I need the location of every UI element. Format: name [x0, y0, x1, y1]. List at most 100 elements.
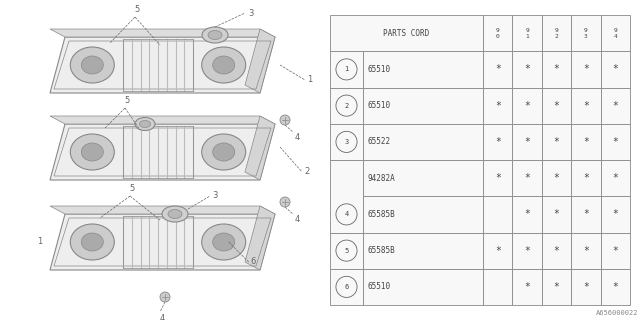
- Ellipse shape: [135, 117, 155, 131]
- Bar: [330, 160, 363, 233]
- Text: *: *: [583, 282, 589, 292]
- Ellipse shape: [168, 210, 182, 219]
- Bar: [572, 196, 600, 233]
- Text: *: *: [583, 137, 589, 147]
- Ellipse shape: [208, 30, 222, 39]
- Polygon shape: [245, 29, 275, 93]
- Text: 3: 3: [344, 139, 349, 145]
- Bar: [330, 269, 363, 305]
- Text: *: *: [583, 246, 589, 256]
- Text: *: *: [524, 282, 530, 292]
- Text: 5: 5: [344, 248, 349, 254]
- Text: 65522: 65522: [367, 137, 390, 146]
- Bar: [542, 51, 571, 87]
- Bar: [542, 160, 571, 196]
- Ellipse shape: [202, 224, 246, 260]
- Text: 65510: 65510: [367, 65, 390, 74]
- Text: *: *: [524, 246, 530, 256]
- Bar: [513, 51, 542, 87]
- Ellipse shape: [212, 233, 235, 251]
- Ellipse shape: [202, 27, 228, 43]
- Bar: [513, 15, 542, 51]
- Text: 4: 4: [295, 215, 300, 224]
- Text: *: *: [612, 137, 618, 147]
- Polygon shape: [50, 124, 275, 180]
- Circle shape: [280, 115, 290, 125]
- Ellipse shape: [70, 224, 115, 260]
- Text: *: *: [612, 282, 618, 292]
- Polygon shape: [50, 116, 275, 124]
- Polygon shape: [245, 206, 275, 270]
- Ellipse shape: [81, 56, 103, 74]
- Text: 65585B: 65585B: [367, 246, 395, 255]
- Ellipse shape: [81, 143, 103, 161]
- Text: 65510: 65510: [367, 282, 390, 292]
- Bar: [483, 196, 513, 233]
- Text: *: *: [524, 64, 530, 74]
- Text: 9
0: 9 0: [496, 28, 500, 38]
- Text: *: *: [612, 64, 618, 74]
- Bar: [513, 160, 542, 196]
- Text: *: *: [554, 173, 559, 183]
- Bar: [600, 233, 630, 269]
- Bar: [330, 87, 363, 124]
- Bar: [330, 124, 363, 160]
- Bar: [483, 124, 513, 160]
- Text: 6: 6: [344, 284, 349, 290]
- Text: 9
4: 9 4: [613, 28, 617, 38]
- Ellipse shape: [70, 134, 115, 170]
- Text: *: *: [583, 173, 589, 183]
- Polygon shape: [50, 206, 275, 214]
- Bar: [513, 233, 542, 269]
- Bar: [542, 196, 571, 233]
- Text: *: *: [612, 173, 618, 183]
- Text: *: *: [495, 100, 500, 111]
- Bar: [363, 233, 483, 269]
- Bar: [572, 87, 600, 124]
- Bar: [330, 233, 363, 269]
- Text: 1: 1: [36, 237, 42, 246]
- Bar: [600, 160, 630, 196]
- Text: 65510: 65510: [367, 101, 390, 110]
- Bar: [600, 269, 630, 305]
- Bar: [600, 15, 630, 51]
- Bar: [572, 269, 600, 305]
- Polygon shape: [50, 29, 275, 37]
- Text: 94282A: 94282A: [367, 174, 395, 183]
- Bar: [483, 160, 513, 196]
- Bar: [542, 124, 571, 160]
- Bar: [572, 15, 600, 51]
- Text: 9
3: 9 3: [584, 28, 588, 38]
- Bar: [123, 126, 193, 178]
- Bar: [363, 269, 483, 305]
- Text: 4: 4: [159, 314, 164, 320]
- Text: *: *: [583, 100, 589, 111]
- Text: 4: 4: [344, 212, 349, 217]
- Ellipse shape: [202, 47, 246, 83]
- Text: *: *: [554, 100, 559, 111]
- Text: 1: 1: [344, 66, 349, 72]
- Bar: [600, 124, 630, 160]
- Text: 3: 3: [248, 9, 253, 18]
- Bar: [572, 124, 600, 160]
- Text: 6: 6: [251, 258, 256, 267]
- Bar: [330, 51, 363, 87]
- Bar: [600, 196, 630, 233]
- Ellipse shape: [162, 206, 188, 222]
- Text: *: *: [554, 246, 559, 256]
- Bar: [600, 51, 630, 87]
- Polygon shape: [50, 37, 275, 93]
- Text: *: *: [495, 64, 500, 74]
- Bar: [542, 269, 571, 305]
- Ellipse shape: [70, 47, 115, 83]
- Text: *: *: [612, 209, 618, 220]
- Text: 9
2: 9 2: [555, 28, 558, 38]
- Text: *: *: [612, 100, 618, 111]
- Bar: [600, 87, 630, 124]
- Ellipse shape: [202, 134, 246, 170]
- Bar: [483, 15, 513, 51]
- Bar: [513, 196, 542, 233]
- Text: 2: 2: [304, 167, 309, 177]
- Text: *: *: [554, 137, 559, 147]
- Text: 5: 5: [129, 184, 134, 193]
